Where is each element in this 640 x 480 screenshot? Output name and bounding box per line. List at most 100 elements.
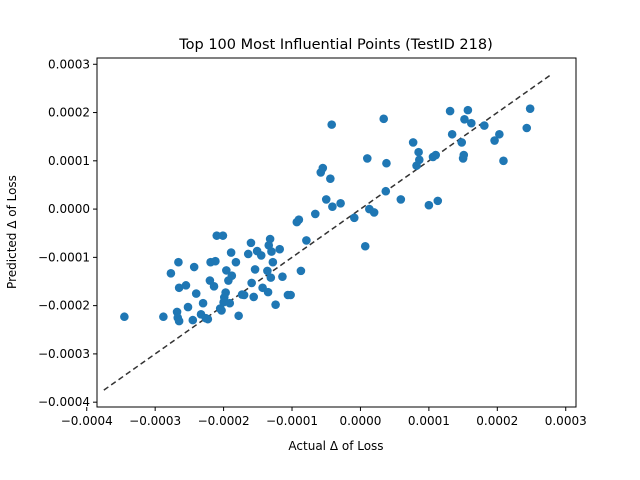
scatter-point [495, 129, 504, 139]
scatter-point [234, 311, 243, 321]
x-tick-label: 0.0000 [339, 414, 381, 428]
scatter-point [414, 155, 424, 165]
scatter-point [189, 262, 199, 272]
scatter-point [222, 266, 231, 275]
scatter-point [424, 200, 434, 210]
x-tick-label: −0.0003 [129, 414, 181, 428]
scatter-point [396, 195, 406, 204]
scatter-point [174, 316, 184, 326]
y-tick-label: 0.0000 [48, 202, 90, 216]
scatter-point [326, 174, 335, 183]
plot-frame [96, 57, 577, 408]
scatter-point [268, 257, 278, 267]
scatter-point [327, 120, 337, 129]
scatter-point [265, 234, 275, 244]
scatter-point [203, 314, 213, 324]
scatter-point [379, 114, 389, 124]
scatter-point [459, 150, 469, 160]
scatter-point [227, 271, 237, 281]
scatter-point [286, 290, 295, 300]
scatter-point [120, 312, 129, 322]
axis-ticks: −0.0004 −0.0003 −0.0002 −0.0001 0.0000 0.0001… [38, 57, 587, 428]
scatter-point [250, 265, 260, 274]
reference-line [103, 73, 553, 391]
scatter-point [217, 306, 226, 315]
x-tick-label: 0.0002 [476, 414, 518, 428]
y-tick-label: 0.0002 [48, 106, 90, 120]
x-tick-label: 0.0001 [408, 414, 450, 428]
scatter-point [256, 251, 266, 260]
x-tick-label: −0.0004 [61, 414, 113, 428]
scatter-point [188, 315, 198, 325]
scatter-point [174, 283, 184, 293]
scatter-point [266, 273, 276, 282]
scatter-point [457, 138, 467, 147]
scatter-point [226, 248, 236, 257]
scatter-point [522, 123, 532, 133]
scatter-point [463, 105, 473, 115]
scatter-point [336, 198, 345, 208]
scatter-point [369, 208, 379, 217]
scatter-point [499, 156, 508, 166]
scatter-point [275, 244, 285, 254]
data-points [120, 104, 535, 326]
y-tick-label: −0.0004 [38, 395, 90, 409]
scatter-point [212, 231, 222, 240]
scatter-point [381, 186, 391, 196]
scatter-point [433, 196, 443, 206]
scatter-point [191, 289, 201, 298]
x-tick-label: −0.0002 [198, 414, 250, 428]
y-tick-label: −0.0003 [38, 347, 90, 361]
scatter-point [159, 312, 168, 322]
scatter-point [218, 231, 228, 240]
scatter-point [414, 147, 423, 157]
scatter-point [328, 202, 337, 211]
scatter-point [174, 257, 183, 267]
scatter-point [181, 281, 191, 290]
scatter-point [321, 195, 331, 204]
scatter-point [225, 298, 235, 308]
scatter-point [243, 249, 253, 259]
y-axis-label: Predicted Δ of Loss [5, 175, 19, 289]
scatter-point [249, 292, 259, 302]
scatter-point [445, 106, 455, 116]
scatter-point [263, 266, 272, 276]
chart-title: Top 100 Most Influential Points (TestID … [178, 37, 493, 53]
scatter-point [431, 150, 441, 160]
scatter-point [382, 158, 391, 168]
scatter-point [349, 213, 359, 223]
scatter-point [480, 121, 489, 130]
y-tick-label: 0.0003 [48, 57, 90, 71]
scatter-point [362, 154, 372, 163]
scatter-point [490, 136, 499, 145]
scatter-point [246, 238, 256, 248]
scatter-point [198, 298, 208, 308]
scatter-point [183, 302, 193, 312]
x-tick-label: 0.0003 [545, 414, 587, 428]
x-axis-label: Actual Δ of Loss [288, 439, 383, 453]
scatter-point [296, 266, 306, 276]
scatter-point [447, 129, 457, 139]
scatter-point [239, 290, 249, 300]
scatter-point [278, 272, 287, 281]
scatter-point [360, 241, 370, 251]
y-tick-label: 0.0001 [48, 154, 90, 168]
scatter-point [166, 268, 176, 278]
scatter-point [310, 209, 320, 219]
scatter-point [247, 278, 256, 288]
scatter-point [302, 236, 311, 245]
scatter-point [211, 256, 220, 266]
scatter-point [467, 118, 476, 128]
y-tick-label: −0.0002 [38, 299, 90, 313]
scatter-point [460, 115, 469, 124]
scatter-point [267, 247, 276, 256]
scatter-point [525, 104, 535, 113]
y-tick-label: −0.0001 [38, 250, 90, 264]
scatter-point [271, 300, 280, 309]
scatter-point [408, 138, 418, 147]
scatter-point [318, 163, 328, 173]
scatter-point [231, 257, 241, 267]
x-tick-label: −0.0001 [266, 414, 318, 428]
